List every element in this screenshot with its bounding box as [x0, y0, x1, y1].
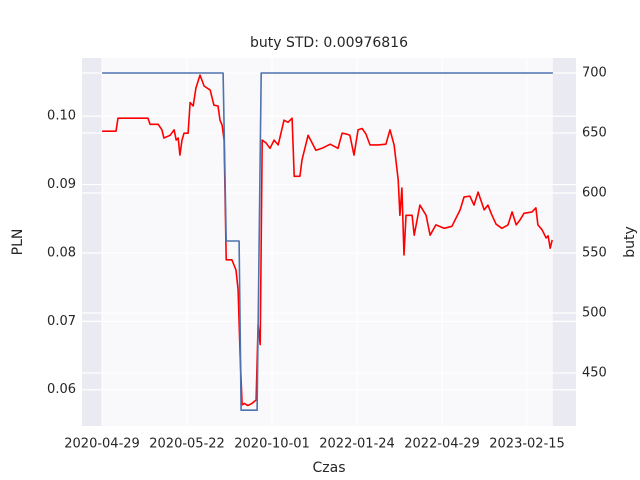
- y-tick-label: 0.08: [47, 245, 76, 260]
- dense-grid-band: [102, 58, 553, 426]
- x-tick-label: 2020-04-29: [64, 437, 140, 452]
- x-tick-label: 2020-10-01: [234, 437, 310, 452]
- x-tick-label: 2020-05-22: [149, 437, 225, 452]
- y-tick-label: 0.09: [47, 177, 76, 192]
- y-tick-label: 0.10: [47, 109, 76, 124]
- series-line: [102, 72, 553, 411]
- y2-tick-label: 600: [582, 185, 607, 200]
- x-tick-label: 2022-01-24: [319, 437, 395, 452]
- x-tick-label: 2023-02-15: [489, 437, 565, 452]
- y-tick-label: 0.06: [47, 382, 76, 397]
- y2-tick-label: 700: [582, 65, 607, 80]
- chart-title: buty STD: 0.00976816: [250, 35, 408, 51]
- y2-tick-label: 650: [582, 125, 607, 140]
- x-tick-label: 2022-04-29: [404, 437, 480, 452]
- y2-tick-label: 550: [582, 245, 607, 260]
- plot-layer: [82, 58, 576, 426]
- series-line: [102, 74, 553, 407]
- y2-axis-label: buty: [622, 226, 638, 258]
- y-axis-label: PLN: [10, 229, 26, 256]
- y2-tick-label: 450: [582, 365, 607, 380]
- y-tick-label: 0.07: [47, 314, 76, 329]
- x-axis-label: Czas: [313, 460, 346, 476]
- y2-tick-label: 500: [582, 305, 607, 320]
